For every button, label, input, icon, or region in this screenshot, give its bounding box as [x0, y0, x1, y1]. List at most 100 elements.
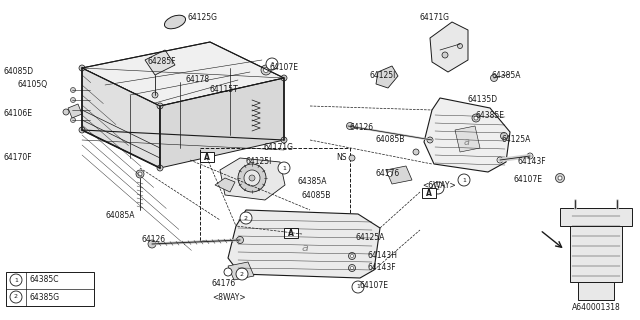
Circle shape: [10, 274, 22, 286]
Text: 2: 2: [240, 271, 244, 276]
Text: 2: 2: [14, 294, 18, 300]
Text: 64170F: 64170F: [4, 154, 33, 163]
Circle shape: [157, 165, 163, 171]
Text: 64176: 64176: [376, 170, 400, 179]
Circle shape: [413, 149, 419, 155]
Circle shape: [427, 137, 433, 143]
Circle shape: [442, 52, 448, 58]
Circle shape: [148, 240, 156, 248]
Text: 64171G: 64171G: [420, 13, 450, 22]
Circle shape: [352, 281, 364, 293]
Text: 64143H: 64143H: [368, 252, 398, 260]
Text: 64085B: 64085B: [302, 191, 332, 201]
Text: 64135D: 64135D: [468, 95, 498, 105]
Text: 1: 1: [356, 284, 360, 290]
Text: 64176: 64176: [212, 279, 236, 289]
Bar: [422, 188, 436, 198]
Text: A640001318: A640001318: [572, 303, 621, 313]
Circle shape: [237, 236, 243, 244]
Text: 64385A: 64385A: [492, 71, 522, 81]
Polygon shape: [220, 158, 285, 200]
Circle shape: [500, 132, 508, 140]
Circle shape: [278, 162, 290, 174]
Polygon shape: [386, 166, 412, 184]
Circle shape: [472, 114, 480, 122]
Text: NS: NS: [336, 154, 346, 163]
Text: 64125I: 64125I: [370, 71, 396, 81]
Text: 64125A: 64125A: [356, 234, 385, 243]
Polygon shape: [160, 78, 284, 168]
Text: 2: 2: [436, 186, 440, 190]
Polygon shape: [68, 104, 82, 118]
Text: 64115T: 64115T: [210, 85, 239, 94]
Circle shape: [157, 103, 163, 109]
Circle shape: [556, 173, 564, 182]
Polygon shape: [82, 42, 284, 106]
Text: 64107E: 64107E: [270, 63, 299, 73]
Bar: [200, 148, 350, 240]
Text: 64085A: 64085A: [106, 212, 136, 220]
Circle shape: [63, 109, 69, 115]
Circle shape: [70, 87, 76, 92]
Circle shape: [458, 44, 463, 49]
Ellipse shape: [164, 15, 186, 29]
Circle shape: [70, 108, 76, 113]
Text: 64105Q: 64105Q: [18, 79, 48, 89]
Text: 1: 1: [270, 61, 274, 67]
Circle shape: [264, 68, 269, 73]
Polygon shape: [228, 262, 254, 280]
Circle shape: [458, 174, 470, 186]
Circle shape: [349, 155, 355, 161]
Text: 64125I: 64125I: [246, 157, 273, 166]
Text: 64143F: 64143F: [368, 263, 397, 273]
Text: 64171G: 64171G: [264, 143, 294, 153]
Text: 64125A: 64125A: [502, 135, 531, 145]
Bar: [284, 228, 298, 238]
Circle shape: [249, 175, 255, 181]
Circle shape: [497, 157, 503, 163]
Circle shape: [474, 116, 478, 120]
Polygon shape: [424, 98, 510, 172]
Text: 64385E: 64385E: [476, 111, 505, 121]
Polygon shape: [430, 22, 468, 72]
Text: 64106E: 64106E: [4, 109, 33, 118]
Circle shape: [349, 252, 355, 260]
Text: 64107E: 64107E: [514, 175, 543, 185]
Circle shape: [432, 182, 444, 194]
Polygon shape: [570, 208, 622, 282]
Bar: [200, 152, 214, 162]
Text: A: A: [426, 188, 432, 197]
Text: 1: 1: [14, 277, 18, 283]
Circle shape: [356, 284, 360, 288]
Circle shape: [353, 282, 362, 291]
Circle shape: [79, 65, 85, 71]
Polygon shape: [215, 178, 235, 192]
Circle shape: [136, 170, 144, 178]
Text: <8WAY>: <8WAY>: [212, 293, 246, 302]
Bar: [6, 272, 94, 306]
Text: 64085D: 64085D: [4, 68, 34, 76]
Circle shape: [240, 212, 252, 224]
Circle shape: [387, 172, 392, 177]
Text: 64178: 64178: [185, 76, 209, 84]
Text: 64385G: 64385G: [30, 292, 60, 301]
Circle shape: [281, 137, 287, 143]
Circle shape: [261, 65, 271, 75]
Polygon shape: [376, 66, 398, 88]
Text: 64125G: 64125G: [188, 13, 218, 22]
Circle shape: [266, 58, 278, 70]
Text: <6WAY>: <6WAY>: [422, 181, 456, 190]
Text: 64126: 64126: [350, 124, 374, 132]
Circle shape: [79, 127, 85, 133]
Text: a: a: [464, 137, 470, 147]
Circle shape: [351, 254, 353, 258]
Polygon shape: [560, 208, 632, 226]
Circle shape: [281, 75, 287, 81]
Text: a: a: [301, 243, 308, 253]
Polygon shape: [145, 50, 175, 75]
Circle shape: [238, 164, 266, 192]
Text: 64107E: 64107E: [360, 282, 389, 291]
Text: A: A: [288, 228, 294, 237]
Text: 64385C: 64385C: [30, 276, 60, 284]
Text: 1: 1: [282, 165, 286, 171]
